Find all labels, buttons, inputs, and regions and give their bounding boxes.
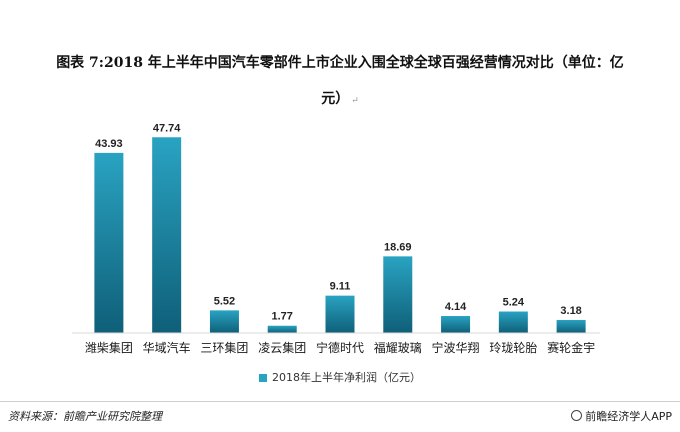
x-tick-label-0: 潍柴集团: [85, 340, 133, 355]
chart-title-line1: 图表 7:2018 年上半年中国汽车零部件上市企业入围全球全球百强经营情况对比（…: [56, 55, 624, 71]
return-mark-icon: ↵: [351, 96, 359, 106]
bar-4: [325, 295, 355, 333]
footer-divider: [0, 401, 680, 402]
bar-8: [556, 319, 586, 333]
x-tick-label-1: 华域汽车: [143, 340, 191, 355]
data-label-2: 5.52: [214, 295, 235, 307]
data-label-6: 4.14: [445, 301, 467, 313]
bar-5: [383, 256, 413, 333]
brand-credit: 前瞻经济学人APP: [571, 408, 672, 424]
brand-name: 前瞻经济学人APP: [585, 410, 672, 423]
bar-3: [267, 325, 297, 333]
data-label-7: 5.24: [503, 297, 525, 309]
data-label-3: 1.77: [272, 311, 293, 323]
data-label-8: 3.18: [560, 305, 581, 317]
chart-title-line2-text: 元）: [321, 91, 350, 107]
bar-2: [209, 310, 239, 333]
bar-7: [498, 311, 528, 333]
data-label-4: 9.11: [330, 281, 351, 293]
brand-logo-icon: [571, 410, 583, 421]
x-tick-label-3: 凌云集团: [258, 340, 306, 355]
x-tick-label-4: 宁德时代: [316, 340, 364, 355]
data-label-5: 18.69: [384, 241, 412, 253]
source-note: 资料来源：前瞻产业研究院整理: [8, 410, 162, 423]
legend: 2018年上半年净利润（亿元）: [0, 369, 680, 385]
bar-6: [441, 316, 471, 333]
bar-1: [152, 137, 182, 333]
data-label-1: 47.74: [153, 122, 181, 134]
x-tick-label-5: 福耀玻璃: [374, 340, 422, 355]
chart-title-line2: 元） ↵: [0, 88, 680, 108]
x-tick-label-7: 玲珑轮胎: [489, 341, 537, 355]
x-tick-label-2: 三环集团: [200, 340, 248, 355]
x-tick-label-8: 赛轮金宇: [547, 340, 595, 355]
legend-label: 2018年上半年净利润（亿元）: [272, 371, 421, 384]
data-label-0: 43.93: [95, 138, 123, 150]
x-tick-label-6: 宁波华翔: [432, 340, 480, 355]
bar-0: [94, 152, 124, 333]
legend-swatch: [259, 374, 267, 382]
